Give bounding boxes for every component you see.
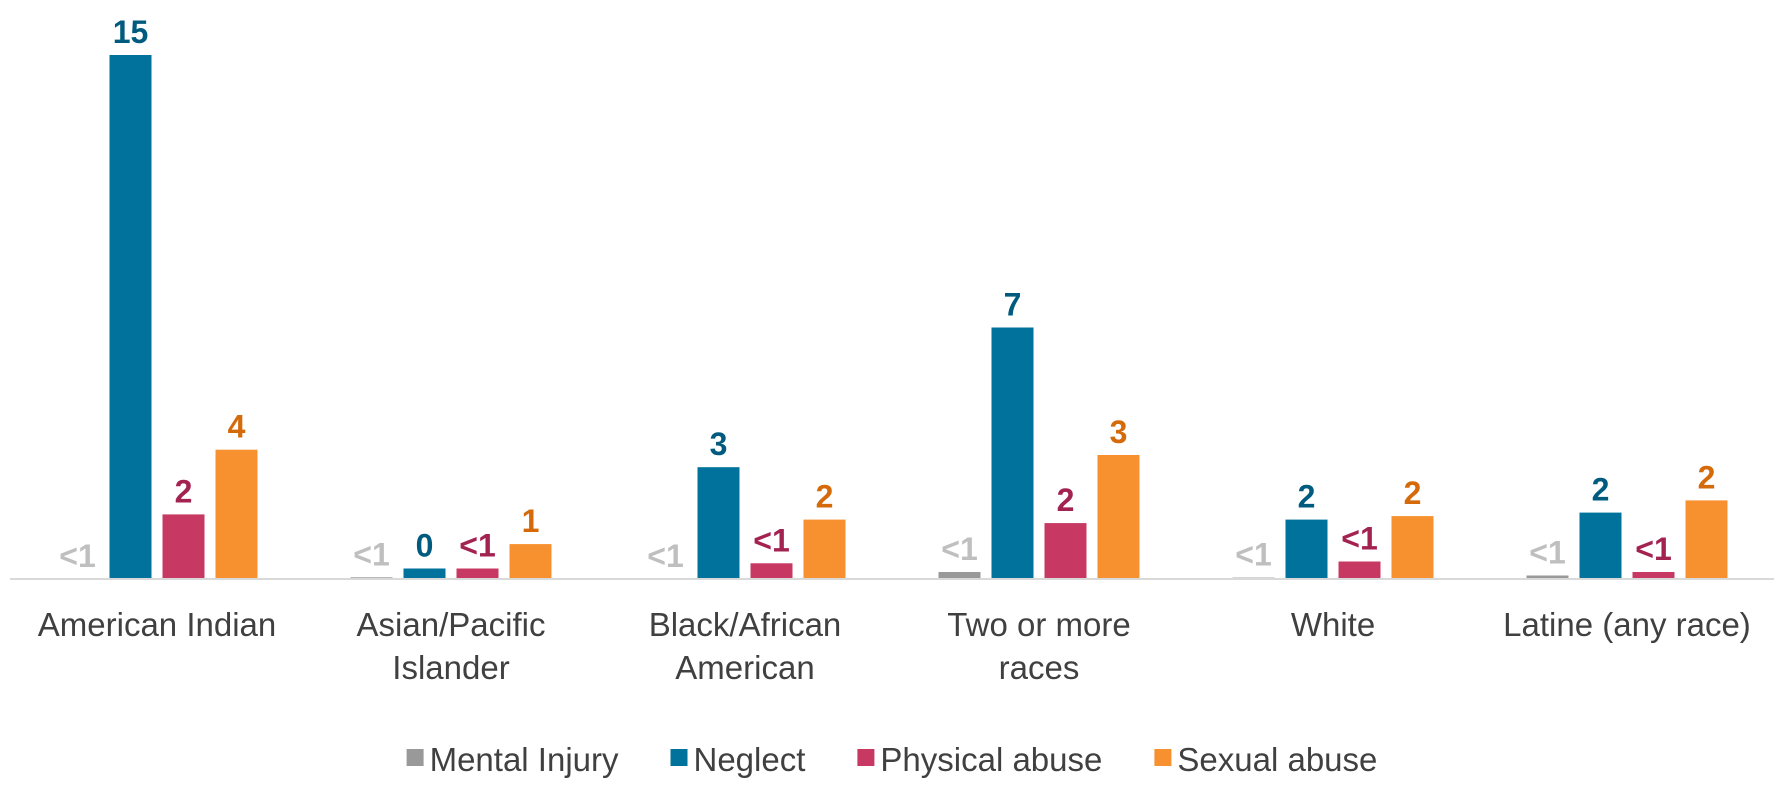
bar-asian-pacific-islander-sexual-abuse [509, 544, 552, 579]
bar-american-indian-sexual-abuse [215, 449, 258, 579]
value-label-latine-any-race-mental-injury: <1 [1529, 535, 1565, 571]
legend-swatch-sexual-abuse [1154, 749, 1172, 766]
value-label-black-african-american-sexual-abuse: 2 [816, 479, 834, 515]
legend-label-sexual-abuse: Sexual abuse [1177, 741, 1377, 778]
value-label-white-physical-abuse: <1 [1341, 521, 1377, 557]
value-label-asian-pacific-islander-physical-abuse: <1 [459, 528, 495, 564]
legend-label-mental-injury: Mental Injury [430, 741, 619, 778]
value-label-american-indian-sexual-abuse: 4 [228, 409, 246, 445]
value-label-asian-pacific-islander-neglect: 0 [416, 528, 434, 564]
bar-two-or-more-races-physical-abuse [1044, 523, 1087, 579]
value-label-american-indian-neglect: 15 [113, 14, 149, 50]
legend-label-physical-abuse: Physical abuse [880, 741, 1102, 778]
bar-latine-any-race-neglect [1579, 512, 1622, 579]
bar-black-african-american-physical-abuse [750, 563, 793, 579]
value-label-black-african-american-physical-abuse: <1 [753, 522, 789, 558]
value-label-american-indian-physical-abuse: 2 [175, 473, 193, 509]
legend-swatch-mental-injury [406, 749, 424, 766]
bar-white-sexual-abuse [1391, 516, 1434, 579]
value-label-white-mental-injury: <1 [1235, 537, 1271, 573]
category-label-latine-any-race: Latine (any race) [1503, 606, 1751, 643]
bar-two-or-more-races-sexual-abuse [1097, 455, 1140, 579]
value-label-asian-pacific-islander-sexual-abuse: 1 [522, 503, 540, 539]
bar-latine-any-race-sexual-abuse [1685, 500, 1728, 579]
bar-black-african-american-neglect [697, 467, 740, 579]
value-label-black-african-american-neglect: 3 [710, 426, 728, 462]
legend-label-neglect: Neglect [694, 741, 806, 778]
value-label-two-or-more-races-mental-injury: <1 [941, 531, 977, 567]
value-label-black-african-american-mental-injury: <1 [647, 538, 683, 574]
category-label-two-or-more-races: Two or more races [947, 606, 1130, 686]
bar-american-indian-neglect [109, 55, 152, 579]
legend: Mental Injury Neglect Physical abuse Sexual… [406, 741, 1377, 778]
bar-white-neglect [1285, 519, 1328, 579]
category-label-american-indian: American Indian [38, 606, 276, 643]
value-label-latine-any-race-neglect: 2 [1592, 472, 1610, 508]
value-label-two-or-more-races-neglect: 7 [1004, 287, 1022, 323]
category-label-white: White [1291, 606, 1375, 643]
bar-asian-pacific-islander-neglect [403, 568, 446, 579]
bar-american-indian-physical-abuse [162, 514, 205, 579]
bar-asian-pacific-islander-physical-abuse [456, 568, 499, 579]
bar-latine-any-race-physical-abuse [1632, 572, 1675, 579]
category-label-asian-pacific-islander: Asian/Pacific Islander [357, 606, 546, 686]
value-label-two-or-more-races-physical-abuse: 2 [1057, 482, 1075, 518]
bars-layer [109, 55, 1728, 579]
value-label-american-indian-mental-injury: <1 [59, 538, 95, 574]
value-label-latine-any-race-physical-abuse: <1 [1635, 531, 1671, 567]
legend-swatch-physical-abuse [857, 749, 875, 766]
legend-swatch-neglect [670, 749, 688, 766]
value-label-two-or-more-races-sexual-abuse: 3 [1110, 414, 1128, 450]
category-label-black-african-american: Black/African American [649, 606, 842, 686]
bar-black-african-american-sexual-abuse [803, 519, 846, 579]
bar-latine-any-race-mental-injury [1526, 575, 1569, 579]
value-label-white-neglect: 2 [1298, 479, 1316, 515]
value-label-asian-pacific-islander-mental-injury: <1 [353, 536, 389, 572]
category-labels-layer: American Indian Asian/Pacific Islander Blac… [38, 606, 1751, 686]
bar-two-or-more-races-mental-injury [938, 572, 981, 579]
bar-two-or-more-races-neglect [991, 327, 1034, 579]
bar-white-physical-abuse [1338, 561, 1381, 579]
value-label-white-sexual-abuse: 2 [1404, 475, 1422, 511]
value-label-latine-any-race-sexual-abuse: 2 [1698, 459, 1716, 495]
